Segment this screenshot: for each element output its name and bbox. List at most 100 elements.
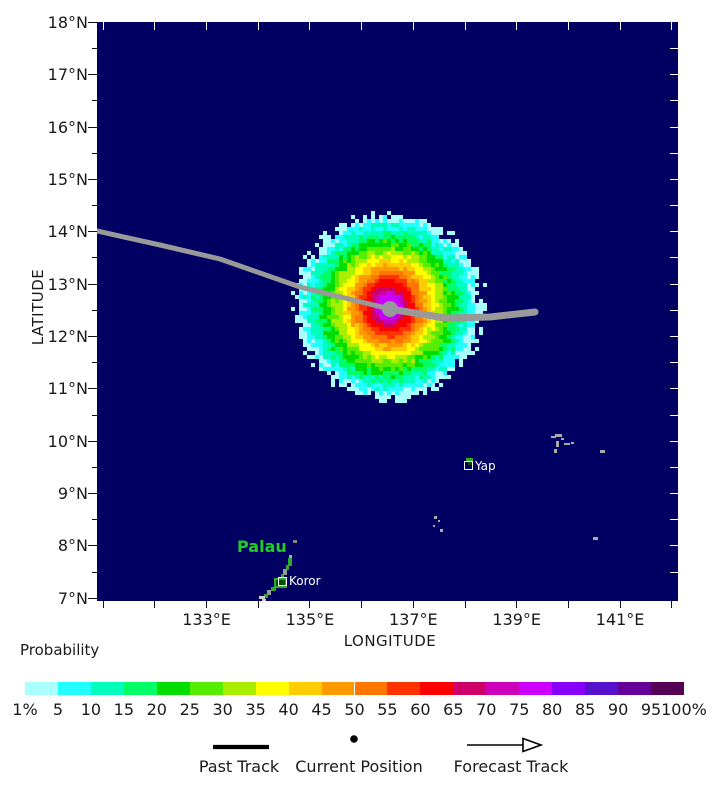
colorbar-segment <box>25 682 58 695</box>
right-inner-tick <box>670 571 678 573</box>
right-inner-tick <box>670 336 678 338</box>
lon-tick <box>102 601 104 608</box>
lat-tick <box>88 283 97 285</box>
lat-minor-tick <box>92 309 97 311</box>
island-pixel <box>555 434 562 437</box>
island-pixel <box>466 458 473 462</box>
colorbar-segment <box>618 682 652 695</box>
lat-minor-tick <box>92 414 97 416</box>
lat-tick <box>88 336 97 338</box>
lat-tick-label: 17°N <box>47 65 88 85</box>
colorbar-label: 45 <box>311 700 332 719</box>
lat-tick <box>88 21 97 23</box>
forecast-track-icon <box>467 737 544 753</box>
lat-tick-label: 14°N <box>47 222 88 242</box>
island-pixel <box>468 461 473 465</box>
lat-tick <box>88 388 97 390</box>
lat-tick-label: 18°N <box>47 12 88 32</box>
lat-tick-label: 11°N <box>47 379 88 399</box>
current-position-dot <box>382 301 398 317</box>
top-inner-tick <box>567 22 569 30</box>
current-position-icon <box>350 735 358 743</box>
colorbar-title: Probability <box>20 641 100 659</box>
forecast-track-line <box>386 305 539 322</box>
right-inner-tick <box>670 545 678 547</box>
right-inner-tick <box>670 126 678 128</box>
right-inner-tick <box>670 414 678 416</box>
colorbar-segment <box>585 682 619 695</box>
island-pixel <box>551 436 556 438</box>
lat-minor-tick <box>92 466 97 468</box>
island-pixel <box>264 594 268 598</box>
colorbar-label: 10 <box>80 700 102 719</box>
yap-marker-icon <box>464 461 473 470</box>
lat-tick <box>88 493 97 495</box>
lat-tick <box>88 440 97 442</box>
lat-tick <box>88 231 97 233</box>
island-pixel <box>271 587 276 591</box>
colorbar-segment <box>156 682 190 695</box>
right-inner-tick <box>670 519 678 521</box>
lon-tick <box>619 601 621 608</box>
colorbar-segment <box>354 682 388 695</box>
colorbar-segment <box>453 682 487 695</box>
lon-tick <box>516 601 518 608</box>
lon-tick <box>309 601 311 608</box>
lon-tick <box>464 601 466 608</box>
island-pixel <box>283 569 287 575</box>
lat-tick-label: 15°N <box>47 169 88 189</box>
lon-tick <box>567 601 569 608</box>
lat-minor-tick <box>92 152 97 154</box>
island-pixel <box>293 540 297 543</box>
island-pixel <box>564 443 570 445</box>
lat-tick-label: 16°N <box>47 117 88 137</box>
lat-minor-tick <box>92 48 97 50</box>
island-pixel <box>433 525 435 527</box>
place-label-yap: Yap <box>475 459 496 473</box>
lon-tick <box>671 601 673 608</box>
right-inner-tick <box>670 388 678 390</box>
colorbar-label: 70 <box>476 700 497 719</box>
colorbar-label: 100% <box>661 700 707 719</box>
top-inner-tick <box>619 22 621 30</box>
right-inner-tick <box>670 466 678 468</box>
island-pixel <box>561 438 564 440</box>
place-label-palau: Palau <box>237 537 287 556</box>
island-pixel <box>286 565 289 570</box>
lon-tick <box>257 601 259 608</box>
top-inner-tick <box>516 22 518 30</box>
colorbar-label: 85 <box>574 700 596 719</box>
colorbar-label: 30 <box>212 700 233 719</box>
lon-tick <box>412 601 414 608</box>
x-axis-title: LONGITUDE <box>343 632 437 650</box>
koror-marker-icon <box>278 577 287 586</box>
right-inner-tick <box>670 178 678 180</box>
colorbar-label: 80 <box>542 700 563 719</box>
colorbar-segment <box>552 682 586 695</box>
colorbar-segment <box>486 682 520 695</box>
lon-tick-label: 137°E <box>389 610 438 629</box>
colorbar-segment <box>57 682 91 695</box>
lon-tick-label: 141°E <box>595 610 645 629</box>
top-inner-tick <box>154 22 156 30</box>
top-inner-tick <box>257 22 259 30</box>
island-pixel <box>281 574 284 578</box>
top-inner-tick <box>671 22 673 30</box>
right-inner-tick <box>670 440 678 442</box>
island-pixel <box>593 537 598 540</box>
colorbar-segment <box>420 682 454 695</box>
lat-minor-tick <box>92 519 97 521</box>
colorbar-segment <box>222 682 256 695</box>
colorbar-label: 20 <box>146 700 167 719</box>
lat-tick <box>88 74 97 76</box>
island-pixel <box>600 450 605 453</box>
top-inner-tick <box>361 22 363 30</box>
colorbar-segment <box>123 682 157 695</box>
colorbar-segment <box>255 682 289 695</box>
island-pixel <box>571 442 574 444</box>
top-inner-tick <box>464 22 466 30</box>
colorbar-label: 15 <box>113 700 135 719</box>
right-inner-tick <box>670 231 678 233</box>
island-pixel <box>556 441 559 447</box>
colorbar-segment <box>651 682 684 695</box>
